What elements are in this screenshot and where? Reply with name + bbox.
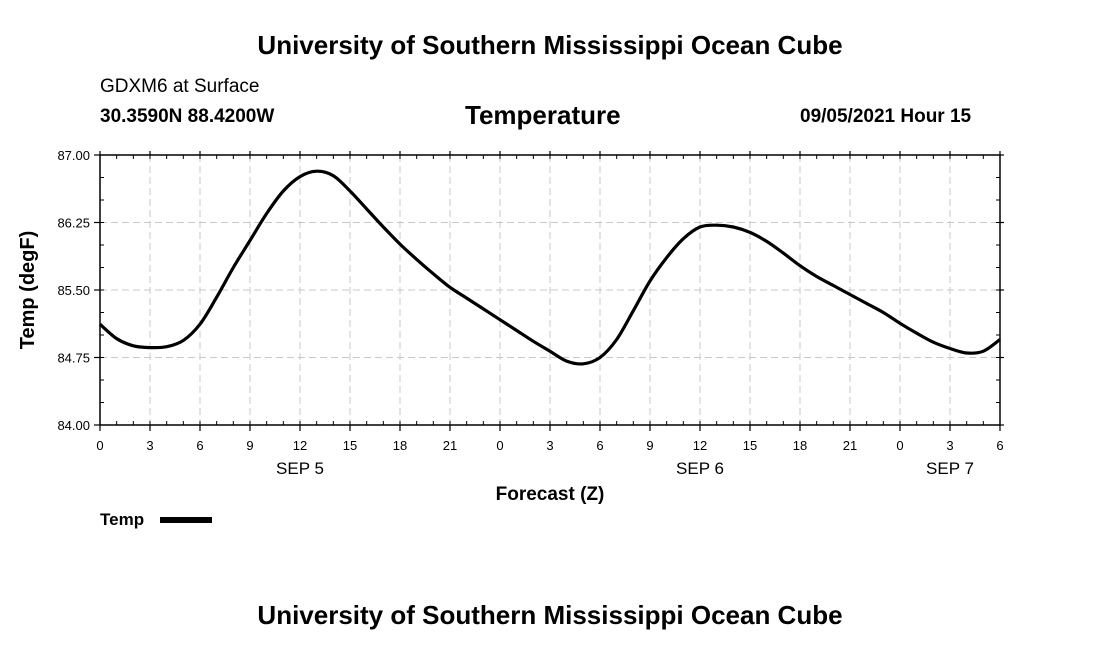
x-tick-label: 21 bbox=[843, 438, 857, 453]
x-tick-label: 0 bbox=[96, 438, 103, 453]
x-tick-label: 15 bbox=[743, 438, 757, 453]
x-tick-label: 6 bbox=[596, 438, 603, 453]
x-tick-label: 3 bbox=[946, 438, 953, 453]
x-tick-label: 12 bbox=[693, 438, 707, 453]
legend: Temp bbox=[100, 510, 212, 529]
footer-title: University of Southern Mississippi Ocean… bbox=[257, 600, 843, 630]
x-tick-label: 0 bbox=[896, 438, 903, 453]
x-tick-label: 21 bbox=[443, 438, 457, 453]
date-labels: SEP 5 SEP 6 SEP 7 bbox=[276, 459, 974, 478]
x-tick-label: 9 bbox=[246, 438, 253, 453]
series-line-temp bbox=[98, 169, 1001, 366]
x-tick-label: 6 bbox=[196, 438, 203, 453]
y-tick-label: 86.25 bbox=[57, 216, 90, 231]
x-tick-label: 0 bbox=[496, 438, 503, 453]
y-tick-label: 85.50 bbox=[57, 283, 90, 298]
x-tick-label: 18 bbox=[393, 438, 407, 453]
x-tick-label: 6 bbox=[996, 438, 1003, 453]
forecast-datetime: 09/05/2021 Hour 15 bbox=[800, 106, 972, 127]
date-label: SEP 7 bbox=[926, 459, 974, 478]
y-tick-label: 84.75 bbox=[57, 351, 90, 366]
chart-title: Temperature bbox=[465, 100, 621, 130]
y-tick-label: 87.00 bbox=[57, 148, 90, 163]
y-axis-label: Temp (degF) bbox=[17, 231, 39, 350]
y-tick-label: 84.00 bbox=[57, 418, 90, 433]
y-tick-labels: 84.00 84.75 85.50 86.25 87.00 bbox=[57, 148, 90, 433]
temperature-chart: 84.00 84.75 85.50 86.25 87.00 0 3 6 9 12 15 18 21 0 3… bbox=[17, 148, 1004, 529]
series-layer bbox=[98, 169, 1001, 366]
x-tick-labels: 0 3 6 9 12 15 18 21 0 3 6 9 12 15 18 21 0 3 6 bbox=[96, 438, 1003, 453]
x-tick-label: 12 bbox=[293, 438, 307, 453]
x-tick-label: 15 bbox=[343, 438, 357, 453]
x-axis-label: Forecast (Z) bbox=[496, 484, 605, 505]
legend-label-temp: Temp bbox=[100, 510, 144, 529]
page-title: University of Southern Mississippi Ocean… bbox=[257, 30, 843, 60]
station-label: GDXM6 at Surface bbox=[100, 76, 260, 97]
x-tick-label: 3 bbox=[146, 438, 153, 453]
x-tick-label: 3 bbox=[546, 438, 553, 453]
x-tick-label: 9 bbox=[646, 438, 653, 453]
coordinates-label: 30.3590N 88.4200W bbox=[100, 106, 275, 127]
date-label: SEP 6 bbox=[676, 459, 724, 478]
grid bbox=[100, 155, 1000, 425]
date-label: SEP 5 bbox=[276, 459, 324, 478]
axis-ticks bbox=[94, 151, 1004, 431]
legend-swatch-temp bbox=[160, 517, 212, 523]
x-tick-label: 18 bbox=[793, 438, 807, 453]
